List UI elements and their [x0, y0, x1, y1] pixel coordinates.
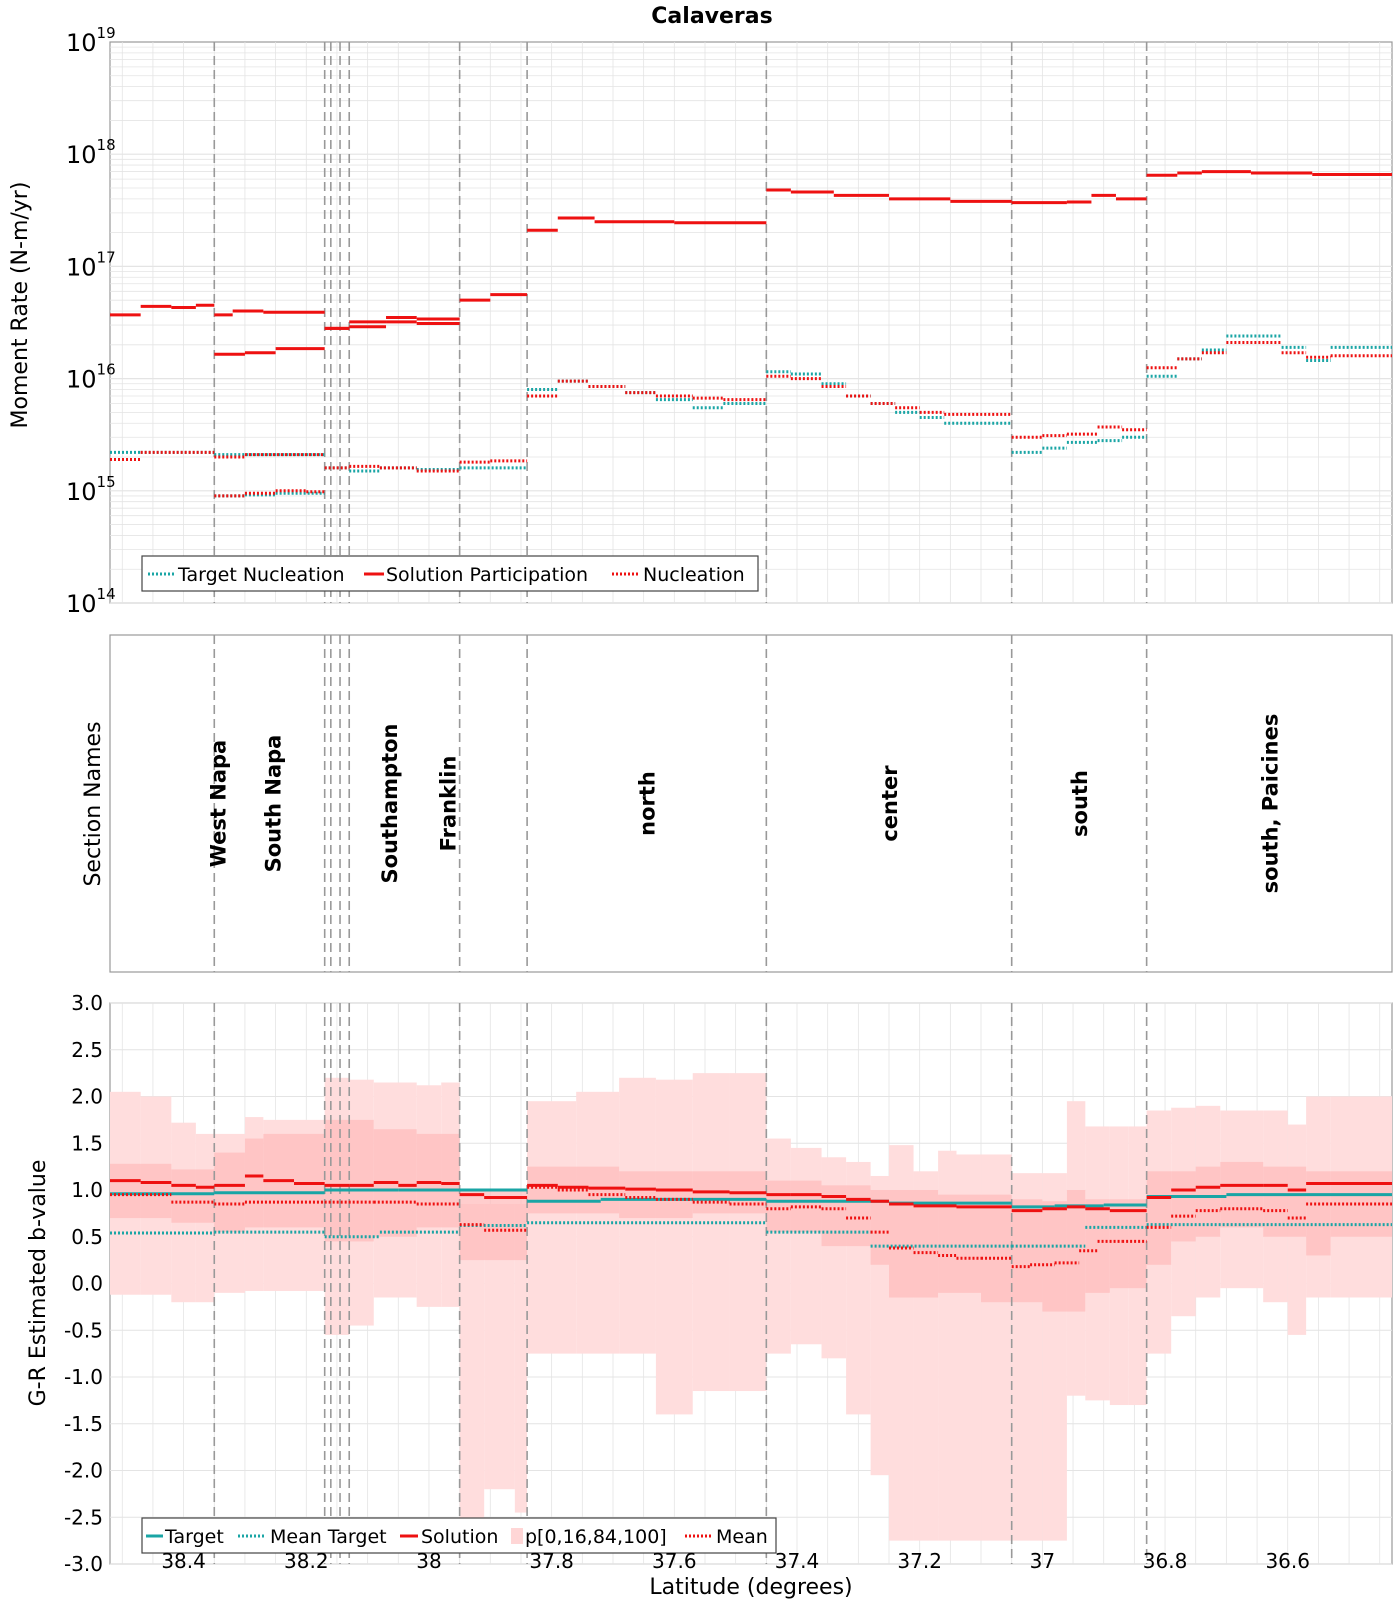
b-value-panel: 3.0 2.5 2.0 1.5 1.0 0.5 0.0 -0.5 -1.0 -1.5 -2.0 -2.…	[26, 991, 1393, 1576]
band-p0-p100-segment	[766, 1138, 791, 1354]
y-tick-label: 3.0	[71, 991, 103, 1015]
x-tick-label: 37.2	[897, 1549, 942, 1573]
band-p16-p84-segment	[889, 1190, 939, 1298]
band-p0-p100-segment	[527, 1101, 577, 1354]
x-tick-label: 38.4	[161, 1549, 206, 1573]
y-tick-label: 1017	[66, 248, 116, 281]
y-tick-label: -1.0	[64, 1365, 103, 1389]
section-name-label: Southampton	[378, 724, 402, 884]
moment-rate-y-ticks: 1014 1015 1016 1017 1018 1019	[66, 24, 116, 618]
legend-label-target-nucleation: Target Nucleation	[177, 564, 345, 586]
band-p16-p84-segment	[981, 1194, 1012, 1303]
legend-label-nucleation: Nucleation	[643, 564, 745, 586]
x-tick-label: 37	[1030, 1549, 1055, 1573]
section-names-boundaries	[213, 635, 1148, 972]
section-name-label: South Napa	[262, 735, 286, 873]
x-tick-label: 37.8	[529, 1549, 574, 1573]
b-value-legend: Target Mean Target Solution p[0,16,84,10…	[141, 1517, 777, 1554]
band-p16-p84-segment	[1195, 1166, 1221, 1237]
band-p16-p84-segment	[1066, 1190, 1086, 1312]
section-name-label: center	[878, 765, 902, 842]
x-tick-label: 38.2	[284, 1549, 329, 1573]
moment-rate-series	[110, 170, 1392, 498]
band-p16-p84-segment	[1085, 1199, 1110, 1293]
latitude-x-ticks: 38.4 38.2 38 37.8 37.6 37.4 37.2 37 36.8 36.6	[161, 1549, 1310, 1573]
legend-box	[141, 555, 759, 592]
band-p16-p84-segment	[1146, 1171, 1172, 1265]
band-p16-p84-segment	[416, 1133, 460, 1228]
y-tick-label: 1014	[66, 585, 116, 618]
band-p16-p84-segment	[821, 1185, 871, 1247]
legend-label-mean-target: Mean Target	[270, 1526, 387, 1548]
legend-label-mean: Mean	[716, 1526, 768, 1548]
band-p0-p100-segment	[790, 1147, 822, 1345]
y-tick-label: 2.5	[71, 1038, 103, 1062]
b-value-y-ticks: 3.0 2.5 2.0 1.5 1.0 0.5 0.0 -0.5 -1.0 -1.5 -2.0 -2.…	[64, 991, 103, 1576]
band-p16-p84-segment	[1263, 1166, 1307, 1237]
y-tick-label: 1.0	[71, 1178, 103, 1202]
b-value-series	[110, 1174, 1392, 1269]
band-p0-p100-segment	[729, 1073, 767, 1392]
section-names-panel: West Napa South Napa Southampton Franklin no…	[81, 634, 1393, 973]
y-tick-label: 2.0	[71, 1085, 103, 1109]
band-p16-p84-segment	[1042, 1201, 1067, 1312]
y-tick-label: -2.5	[64, 1505, 103, 1529]
band-p16-p84-segment	[1109, 1199, 1147, 1289]
legend-label-target: Target	[164, 1526, 224, 1548]
legend-swatch-percentile-band	[511, 1528, 523, 1544]
x-tick-label: 37.6	[652, 1549, 697, 1573]
moment-rate-panel: 1014 1015 1016 1017 1018 1019 Moment Rate (N-…	[8, 24, 1393, 618]
section-names-plot-area	[109, 634, 1393, 973]
band-p16-p84-segment	[244, 1138, 264, 1228]
y-tick-label: 1019	[66, 24, 116, 57]
band-p16-p84-segment	[171, 1169, 215, 1223]
band-p0-p100-segment	[514, 1204, 528, 1513]
legend-label-solution-participation: Solution Participation	[386, 564, 588, 586]
moment-rate-grid	[110, 42, 1392, 604]
legend-label-percentile-band: p[0,16,84,100]	[525, 1526, 667, 1548]
section-name-labels: West Napa South Napa Southampton Franklin no…	[206, 714, 1282, 894]
y-tick-label: 1018	[66, 136, 116, 169]
band-p16-p84-segment	[527, 1166, 620, 1214]
y-tick-label: 1.5	[71, 1131, 103, 1155]
y-tick-label: 1016	[66, 361, 116, 394]
moment-rate-y-axis-label: Moment Rate (N-m/yr)	[8, 182, 33, 429]
x-tick-label: 38	[416, 1549, 441, 1573]
x-tick-label: 36.8	[1143, 1549, 1188, 1573]
section-name-label: north	[636, 771, 660, 836]
band-p16-p84-segment	[938, 1194, 982, 1293]
x-tick-label: 37.4	[775, 1549, 820, 1573]
chart-title: Calaveras	[651, 4, 772, 29]
y-tick-label: 0.0	[71, 1272, 103, 1296]
b-value-section-boundaries	[213, 1003, 1148, 1564]
band-p0-p100-segment	[692, 1073, 730, 1392]
y-tick-label: -3.0	[64, 1552, 103, 1576]
section-names-y-axis-label: Section Names	[81, 721, 106, 886]
legend-label-solution: Solution	[421, 1526, 498, 1548]
y-tick-label: -0.5	[64, 1318, 103, 1342]
section-name-label: Franklin	[436, 756, 460, 852]
section-name-label: West Napa	[206, 740, 230, 867]
x-tick-label: 36.6	[1265, 1549, 1310, 1573]
b-value-y-axis-label: G-R Estimated b-value	[26, 1160, 51, 1407]
y-tick-label: -1.5	[64, 1412, 103, 1436]
y-tick-label: -2.0	[64, 1459, 103, 1483]
band-p16-p84-segment	[1011, 1199, 1043, 1303]
y-tick-label: 1015	[66, 473, 116, 506]
y-tick-label: 0.5	[71, 1225, 103, 1249]
moment-rate-legend: Target Nucleation Solution Participation…	[141, 555, 759, 592]
band-p16-p84-segment	[1171, 1171, 1196, 1242]
band-p16-p84-segment	[619, 1171, 693, 1219]
band-p16-p84-segment	[110, 1163, 172, 1219]
band-p16-p84-segment	[766, 1180, 822, 1233]
band-p0-p100-segment	[655, 1079, 693, 1415]
section-name-label: south	[1068, 770, 1092, 837]
x-axis-label: Latitude (degrees)	[649, 1575, 852, 1600]
moment-rate-plot-area	[109, 41, 1393, 604]
section-name-label: south, Paicines	[1258, 714, 1282, 894]
band-p16-p84-segment	[324, 1119, 374, 1242]
band-p16-p84-segment	[1306, 1171, 1331, 1256]
